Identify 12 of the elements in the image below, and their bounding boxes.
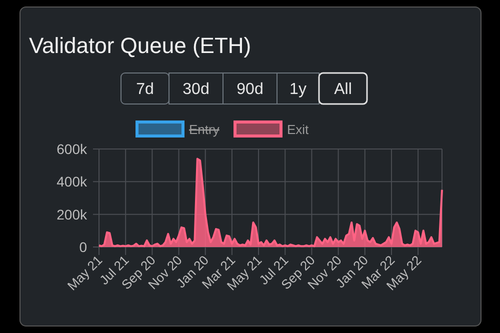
- text: 1y: [290, 81, 306, 98]
- y-tick-label: 400k: [56, 174, 88, 190]
- legend-label: Entry: [189, 122, 220, 137]
- text: 7d: [136, 81, 154, 98]
- y-tick-label: 200k: [56, 206, 88, 222]
- y-tick-label: 600k: [56, 141, 88, 157]
- text: 90d: [236, 81, 264, 98]
- text: All: [334, 81, 352, 98]
- legend-label: Exit: [287, 122, 310, 137]
- text: 30d: [182, 81, 210, 98]
- chart-title: Validator Queue (ETH): [29, 33, 252, 58]
- y-tick-label: 0: [79, 239, 88, 255]
